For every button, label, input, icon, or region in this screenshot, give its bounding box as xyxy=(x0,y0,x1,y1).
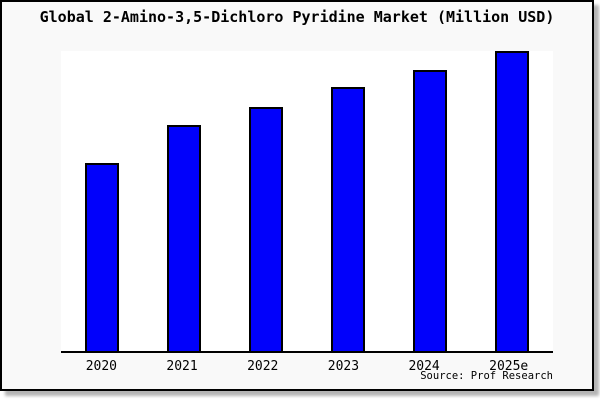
plot-area xyxy=(61,51,553,353)
source-credit: Source: Prof Research xyxy=(420,370,553,382)
x-tick-label-2022: 2022 xyxy=(247,359,279,374)
x-tick-label-2023: 2023 xyxy=(327,359,360,374)
bars-container xyxy=(61,51,553,351)
bar-2024 xyxy=(413,69,447,351)
bar-2021 xyxy=(167,125,201,351)
x-tick-label-2025e: 2025e xyxy=(489,359,529,374)
bar-2020 xyxy=(85,162,119,351)
chart-figure: Global 2-Amino-3,5-Dichloro Pyridine Mar… xyxy=(0,0,594,391)
x-tick-label-2021: 2021 xyxy=(166,359,198,374)
x-tick-label-2020: 2020 xyxy=(85,359,117,374)
x-axis-tick-labels: 2020 2021 2022 2023 2024 2025e xyxy=(61,359,553,374)
x-tick-label-2024: 2024 xyxy=(408,359,440,374)
bar-2022 xyxy=(249,106,283,351)
chart-title: Global 2-Amino-3,5-Dichloro Pyridine Mar… xyxy=(39,8,555,26)
bar-2025e xyxy=(495,51,529,351)
bar-2023 xyxy=(331,87,365,351)
